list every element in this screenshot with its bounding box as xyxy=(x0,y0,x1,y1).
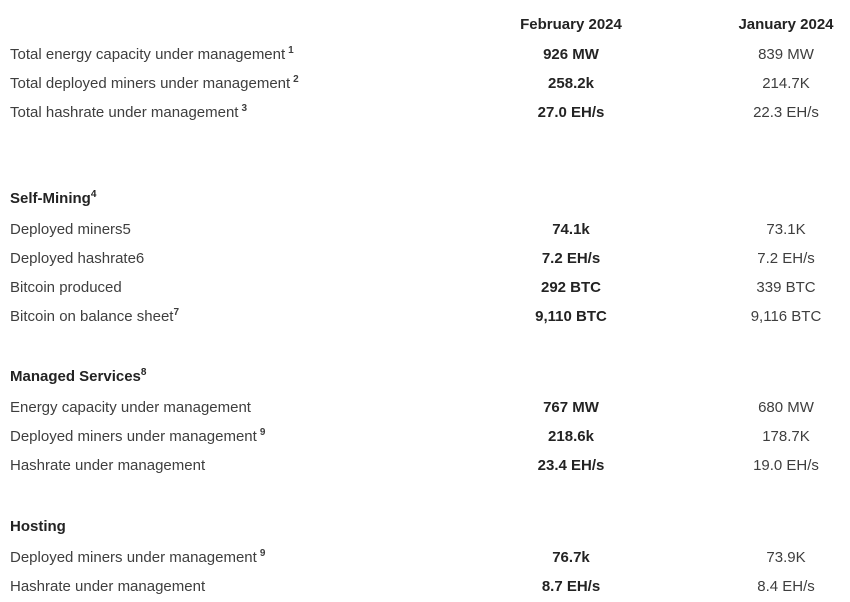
footnote-marker: 2 xyxy=(293,73,299,85)
value-january: 339 BTC xyxy=(756,279,816,296)
footnote-marker: 9 xyxy=(259,547,266,559)
value-february: 926 MW xyxy=(543,46,599,63)
row-label: Bitcoin on balance sheet7 xyxy=(10,306,180,325)
section-header-row: Managed Services8 xyxy=(0,360,850,393)
footnote-marker: 3 xyxy=(241,102,248,114)
row-label: Self-Mining4 xyxy=(10,188,97,207)
table-row: Deployed hashrate6 7.2 EH/s 7.2 EH/s xyxy=(0,244,850,273)
table-row: Energy capacity under management 767 MW 68… xyxy=(0,393,850,422)
value-january: 214.7K xyxy=(762,75,810,92)
footnote-marker: 9 xyxy=(259,426,266,438)
value-february: 23.4 EH/s xyxy=(537,457,605,474)
row-label: Hosting xyxy=(10,518,66,535)
table-row: Hashrate under management 8.7 EH/s 8.4 EH/… xyxy=(0,572,850,601)
value-january: 680 MW xyxy=(758,399,814,416)
column-header-february: February 2024 xyxy=(520,15,622,33)
section-header-row: Hosting xyxy=(0,510,850,543)
row-label: Deployed miners5 xyxy=(10,221,131,238)
column-header-january: January 2024 xyxy=(738,15,834,33)
value-january: 8.4 EH/s xyxy=(757,578,815,595)
value-february: 767 MW xyxy=(543,399,599,416)
table-body: Total energy capacity under management 1 9… xyxy=(0,40,850,601)
footnote-marker: 8 xyxy=(140,366,147,378)
value-january: 839 MW xyxy=(758,46,814,63)
table-row: Deployed miners5 74.1k 73.1K xyxy=(0,215,850,244)
table-row: Bitcoin on balance sheet7 9,110 BTC 9,116 … xyxy=(0,302,850,331)
row-label: Deployed hashrate6 xyxy=(10,250,145,267)
value-january: 19.0 EH/s xyxy=(753,457,819,474)
value-february: 218.6k xyxy=(548,428,594,445)
row-label: Managed Services8 xyxy=(10,366,147,385)
section-header-row: Self-Mining4 xyxy=(0,182,850,215)
row-label: Total energy capacity under management 1 xyxy=(10,44,294,63)
section-spacer xyxy=(0,331,850,360)
value-january: 73.9K xyxy=(766,549,806,566)
value-february: 27.0 EH/s xyxy=(537,104,605,121)
row-label: Deployed miners under management 9 xyxy=(10,426,266,445)
value-february: 292 BTC xyxy=(540,279,602,296)
value-february: 8.7 EH/s xyxy=(541,578,601,595)
value-january: 9,116 BTC xyxy=(750,308,822,325)
row-label: Total deployed miners under management 2 xyxy=(10,73,299,92)
value-january: 73.1K xyxy=(766,221,806,238)
section-spacer xyxy=(0,480,850,510)
footnote-marker: 4 xyxy=(90,188,97,200)
table-row: Deployed miners under management 9 218.6k 1… xyxy=(0,422,850,451)
value-january: 178.7K xyxy=(762,428,810,445)
table-row: Total deployed miners under management 2 2… xyxy=(0,69,850,98)
table-row: Hashrate under management 23.4 EH/s 19.0 E… xyxy=(0,451,850,480)
table-row: Bitcoin produced 292 BTC 339 BTC xyxy=(0,273,850,302)
value-february: 7.2 EH/s xyxy=(541,250,601,267)
table-row: Deployed miners under management 9 76.7k 73… xyxy=(0,543,850,572)
footnote-marker: 7 xyxy=(173,306,180,318)
row-label: Hashrate under management xyxy=(10,457,206,474)
value-february: 9,110 BTC xyxy=(535,308,607,325)
footnote-marker: 1 xyxy=(288,44,294,56)
value-january: 7.2 EH/s xyxy=(757,250,815,267)
row-label: Hashrate under management xyxy=(10,578,206,595)
table-row: Total hashrate under management 3 27.0 EH/… xyxy=(0,98,850,127)
row-label: Energy capacity under management xyxy=(10,399,251,416)
row-label: Total hashrate under management 3 xyxy=(10,102,248,121)
table-row: Total energy capacity under management 1 9… xyxy=(0,40,850,69)
section-spacer xyxy=(0,127,850,182)
value-january: 22.3 EH/s xyxy=(753,104,819,121)
row-label: Deployed miners under management 9 xyxy=(10,547,266,566)
value-february: 76.7k xyxy=(552,549,590,566)
table-header-row: February 2024 January 2024 xyxy=(0,8,850,40)
row-label: Bitcoin produced xyxy=(10,279,122,296)
value-february: 258.2k xyxy=(548,75,594,92)
value-february: 74.1k xyxy=(552,221,590,238)
